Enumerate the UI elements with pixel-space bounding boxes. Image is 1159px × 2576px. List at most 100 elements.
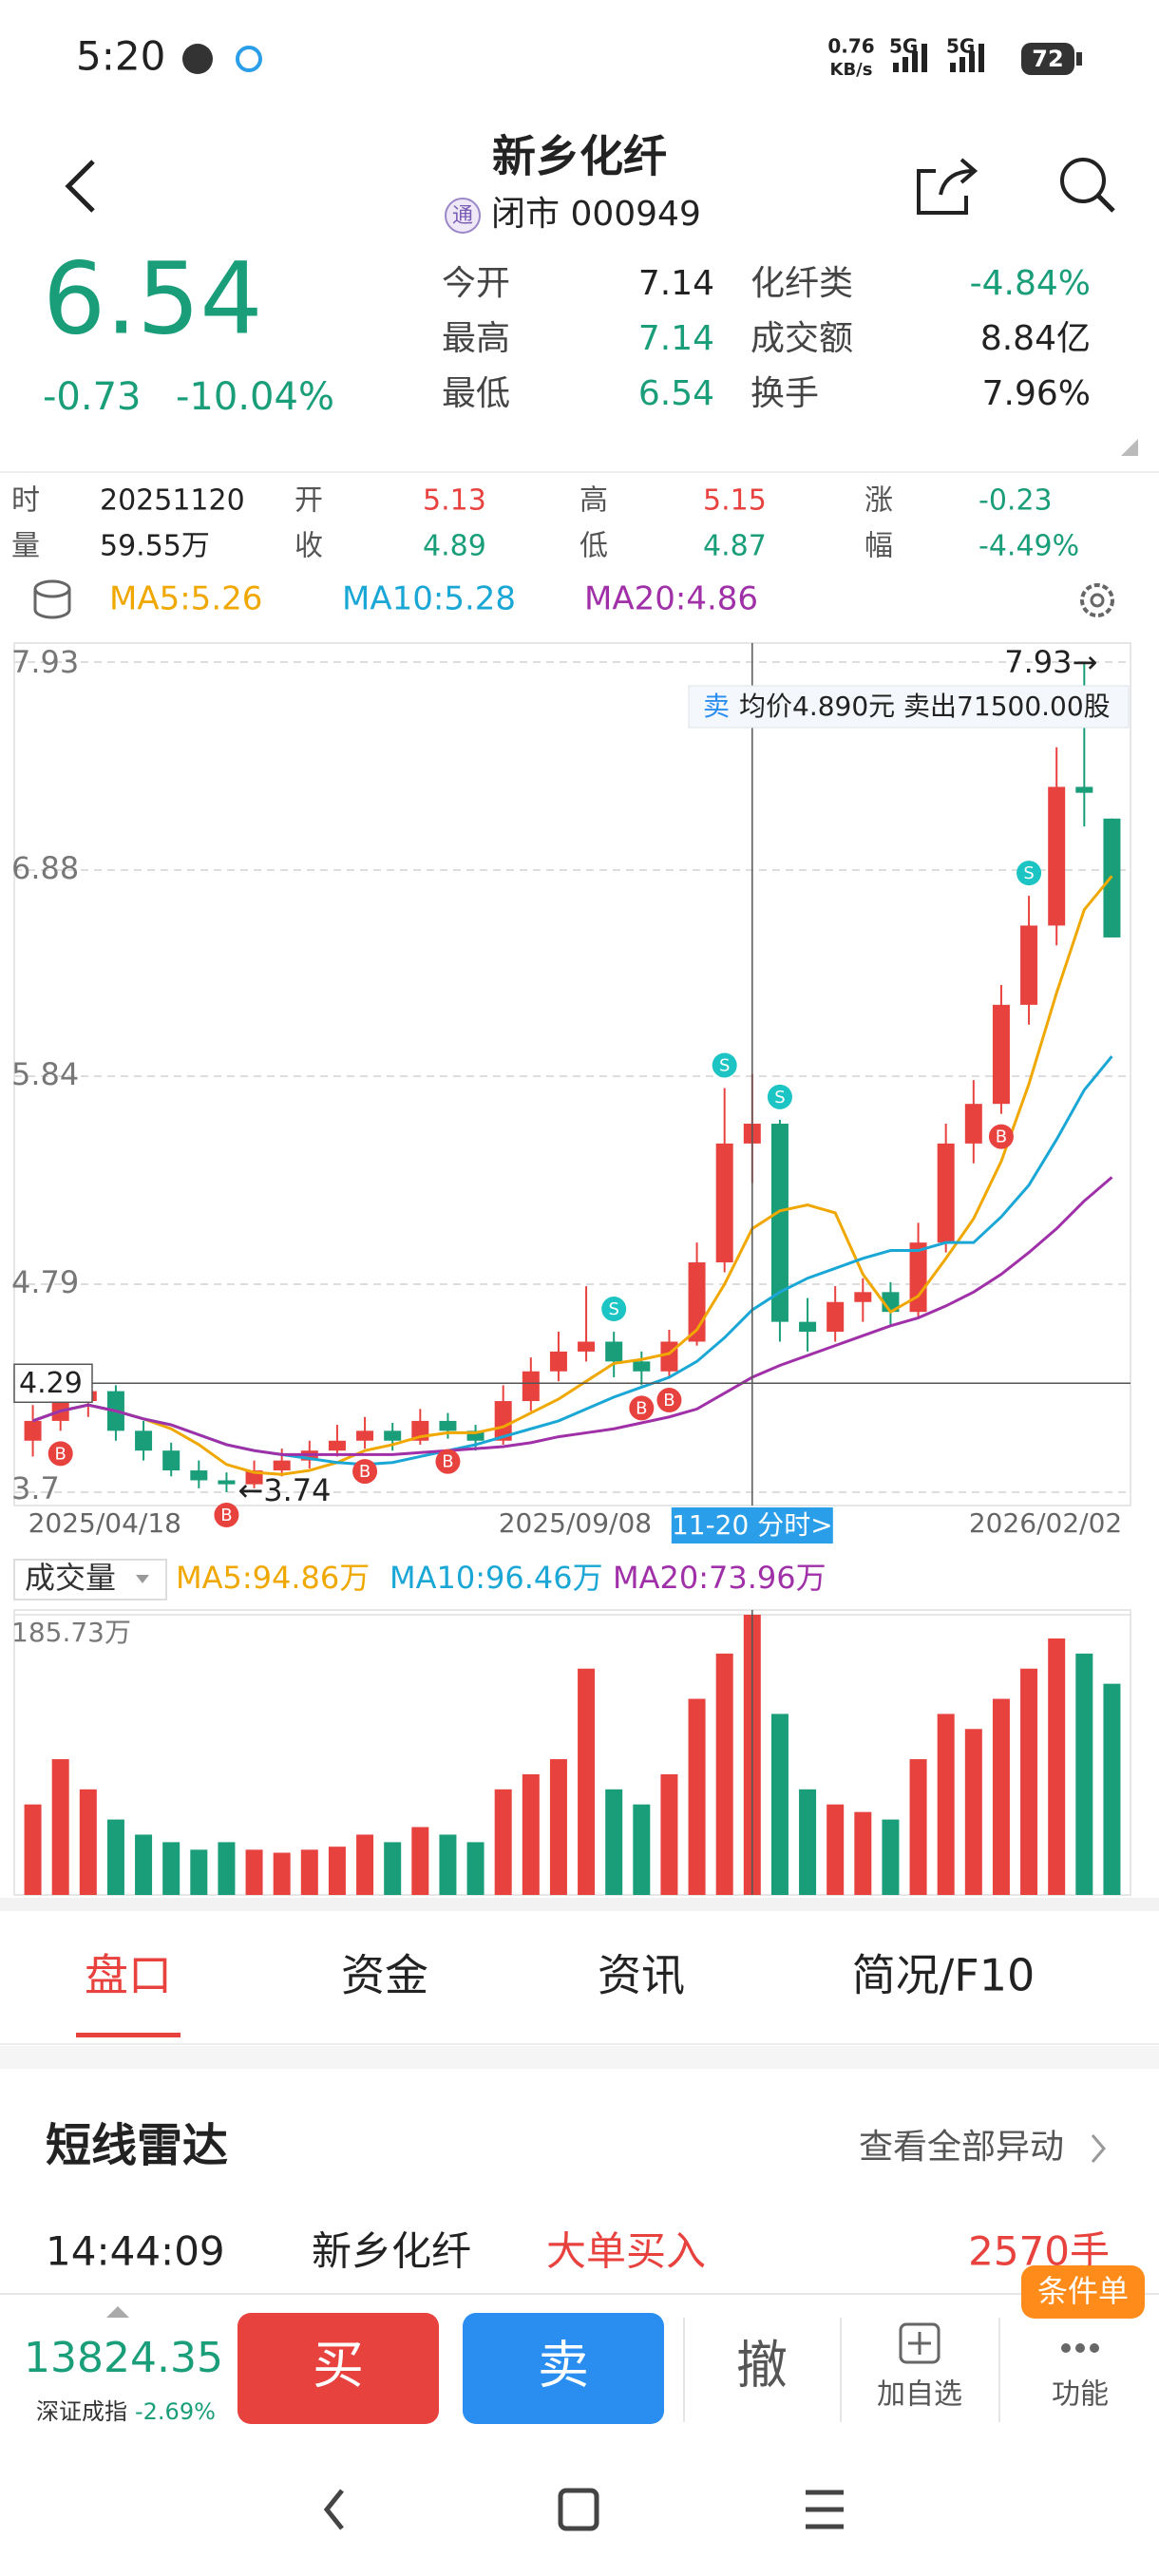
- sell-button[interactable]: [463, 2313, 664, 2424]
- candle-body: [466, 1430, 484, 1441]
- kline-info: 时 20251120 开 5.13 高 5.15 涨 -0.23 量 59.55万 收 4.89 低 4.…: [11, 484, 1079, 563]
- watch-icon[interactable]: [899, 2322, 940, 2364]
- signal-marker: [601, 1297, 627, 1322]
- share-button[interactable]: [917, 158, 978, 215]
- info-value: -4.49%: [978, 530, 1079, 563]
- candle-body: [715, 1143, 733, 1263]
- volume-bar: [439, 1834, 457, 1895]
- signal-marker: [352, 1459, 378, 1485]
- more-icon[interactable]: [1061, 2343, 1099, 2353]
- volume-bar: [300, 1849, 318, 1895]
- stat-value: 7.14: [638, 264, 714, 303]
- ma-line: [32, 1176, 1113, 1456]
- signal-label: S: [719, 1055, 730, 1075]
- legend-entry: MA10:96.46万: [390, 1560, 603, 1596]
- volume-bar: [770, 1714, 788, 1895]
- settings-button[interactable]: [1080, 583, 1114, 617]
- volume-bar: [190, 1849, 208, 1895]
- candle-body: [605, 1341, 623, 1362]
- info-value: 59.55万: [100, 530, 210, 563]
- crosshair-label: 4.29: [19, 1367, 83, 1400]
- tab[interactable]: 盘口: [85, 1950, 172, 2001]
- cancel-button[interactable]: 撤: [736, 2336, 788, 2396]
- volume-bar: [882, 1819, 900, 1895]
- volume-bar: [1075, 1653, 1093, 1895]
- candle-body: [439, 1420, 457, 1431]
- candle-body: [384, 1430, 402, 1441]
- info-label: 涨: [864, 484, 893, 518]
- search-button[interactable]: [1060, 158, 1106, 203]
- radar-link[interactable]: 查看全部异动: [859, 2128, 1064, 2167]
- minute-button[interactable]: [671, 1507, 833, 1544]
- volume-bar: [79, 1789, 97, 1895]
- link-arrow: [1091, 2134, 1106, 2163]
- volume-bar: [494, 1789, 512, 1895]
- buy-button[interactable]: [238, 2313, 439, 2424]
- candle-body: [660, 1341, 678, 1372]
- volume-title: 成交量: [25, 1560, 116, 1596]
- ma-line: [32, 1055, 1113, 1467]
- tab[interactable]: 资讯: [598, 1950, 685, 2001]
- candle-body: [135, 1430, 153, 1451]
- volume-bar: [660, 1773, 678, 1895]
- info-value: -0.23: [978, 484, 1053, 518]
- signal-marker: [48, 1441, 73, 1467]
- volume-bar: [799, 1789, 817, 1895]
- volume-bar: [854, 1811, 872, 1895]
- candle-body: [799, 1321, 817, 1333]
- badge-circle: [445, 198, 481, 234]
- minute-button-label: 11-20 分时>: [672, 1509, 833, 1541]
- nav-back[interactable]: [323, 2489, 344, 2530]
- corner-mark: [1121, 439, 1138, 456]
- candle-body: [218, 1480, 236, 1485]
- info-label: 收: [294, 530, 323, 563]
- index-name: 深证成指: [36, 2398, 127, 2425]
- tab[interactable]: 简况/F10: [852, 1950, 1036, 2001]
- info-value: 5.13: [423, 484, 486, 518]
- candle-body: [1075, 786, 1093, 793]
- stock-title: 新乡化纤: [492, 131, 667, 182]
- candle-body: [854, 1292, 872, 1302]
- separator: [0, 2046, 1159, 2069]
- tab[interactable]: 资金: [341, 1950, 428, 2001]
- y-tick-label: 185.73万: [11, 1617, 131, 1648]
- candle-body: [328, 1440, 346, 1451]
- settings-center: [1090, 593, 1105, 608]
- info-label: 低: [580, 530, 608, 563]
- badge: 通: [452, 204, 473, 228]
- volume-bar: [1020, 1668, 1038, 1895]
- tooltip-side: 卖: [703, 691, 730, 722]
- volume-bar: [356, 1834, 374, 1895]
- signal-bars: [950, 44, 984, 72]
- signal-marker: [1016, 861, 1042, 886]
- index-value[interactable]: 13824.35: [24, 2334, 223, 2382]
- candle-body: [826, 1301, 845, 1333]
- volume-bar: [549, 1759, 567, 1895]
- signal-label: S: [1023, 863, 1034, 883]
- nav-home[interactable]: [558, 2488, 599, 2531]
- signal-label: B: [359, 1462, 370, 1482]
- signal-marker: [435, 1449, 461, 1474]
- volume-bar: [411, 1827, 429, 1895]
- candle-body: [909, 1242, 927, 1313]
- stat-value: -4.84%: [970, 264, 1091, 303]
- volume-bar: [51, 1759, 69, 1895]
- radar-title: 短线雷达: [46, 2119, 228, 2172]
- volume-bar: [1103, 1683, 1121, 1895]
- ma-line: [32, 875, 1113, 1476]
- volume-bar: [522, 1773, 540, 1895]
- back-button[interactable]: [65, 160, 95, 213]
- badge-box[interactable]: [1021, 2265, 1145, 2319]
- info-value: 5.15: [703, 484, 767, 518]
- nav-menu[interactable]: [806, 2490, 844, 2529]
- stat-value: 8.84亿: [980, 319, 1091, 358]
- battery-level: 72: [1032, 46, 1063, 72]
- candle-body: [992, 1004, 1010, 1105]
- volume-bar: [937, 1714, 955, 1895]
- candle-body: [633, 1361, 651, 1372]
- legend-entry: MA5:94.86万: [176, 1560, 370, 1596]
- volume-panel: [13, 1609, 1131, 1896]
- dropdown-arrow: [136, 1575, 149, 1583]
